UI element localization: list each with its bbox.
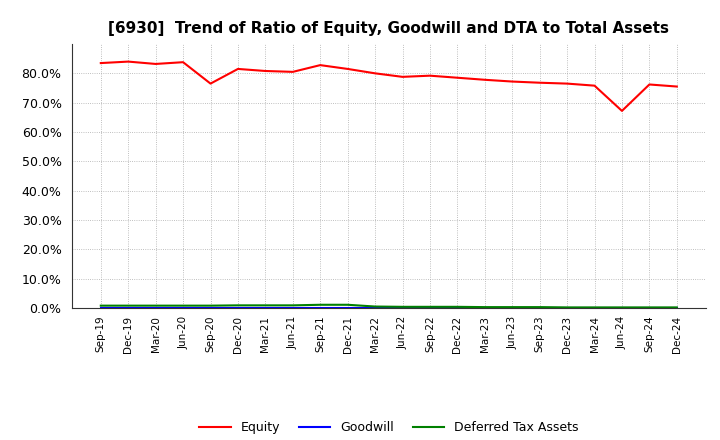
Goodwill bbox=[124, 305, 132, 311]
Goodwill bbox=[508, 305, 516, 311]
Goodwill bbox=[316, 305, 325, 311]
Equity bbox=[96, 60, 105, 66]
Equity bbox=[233, 66, 242, 72]
Equity bbox=[672, 84, 681, 89]
Deferred Tax Assets bbox=[316, 302, 325, 308]
Deferred Tax Assets bbox=[343, 302, 352, 308]
Goodwill bbox=[426, 305, 434, 311]
Deferred Tax Assets bbox=[672, 305, 681, 310]
Equity bbox=[371, 71, 379, 76]
Goodwill bbox=[618, 305, 626, 311]
Equity bbox=[536, 80, 544, 85]
Deferred Tax Assets bbox=[124, 303, 132, 308]
Goodwill bbox=[343, 305, 352, 311]
Goodwill bbox=[480, 305, 489, 311]
Equity bbox=[179, 59, 187, 65]
Line: Equity: Equity bbox=[101, 62, 677, 111]
Deferred Tax Assets bbox=[151, 303, 160, 308]
Equity bbox=[261, 68, 270, 73]
Goodwill bbox=[261, 305, 270, 311]
Line: Deferred Tax Assets: Deferred Tax Assets bbox=[101, 305, 677, 308]
Goodwill bbox=[371, 305, 379, 311]
Equity bbox=[590, 83, 599, 88]
Goodwill bbox=[672, 305, 681, 311]
Equity bbox=[426, 73, 434, 78]
Deferred Tax Assets bbox=[590, 305, 599, 310]
Equity bbox=[398, 74, 407, 80]
Legend: Equity, Goodwill, Deferred Tax Assets: Equity, Goodwill, Deferred Tax Assets bbox=[194, 416, 583, 439]
Deferred Tax Assets bbox=[289, 303, 297, 308]
Deferred Tax Assets bbox=[96, 303, 105, 308]
Deferred Tax Assets bbox=[618, 305, 626, 310]
Equity bbox=[480, 77, 489, 82]
Equity bbox=[508, 79, 516, 84]
Deferred Tax Assets bbox=[261, 303, 270, 308]
Equity bbox=[289, 69, 297, 74]
Goodwill bbox=[453, 305, 462, 311]
Equity bbox=[343, 66, 352, 72]
Goodwill bbox=[179, 305, 187, 311]
Goodwill bbox=[289, 305, 297, 311]
Deferred Tax Assets bbox=[233, 303, 242, 308]
Equity bbox=[151, 61, 160, 66]
Equity bbox=[453, 75, 462, 81]
Deferred Tax Assets bbox=[206, 303, 215, 308]
Equity bbox=[563, 81, 572, 86]
Deferred Tax Assets bbox=[398, 304, 407, 309]
Goodwill bbox=[398, 305, 407, 311]
Goodwill bbox=[536, 305, 544, 311]
Equity bbox=[124, 59, 132, 64]
Goodwill bbox=[151, 305, 160, 311]
Equity bbox=[645, 82, 654, 87]
Equity bbox=[618, 108, 626, 114]
Deferred Tax Assets bbox=[371, 304, 379, 309]
Goodwill bbox=[96, 305, 105, 311]
Deferred Tax Assets bbox=[645, 305, 654, 310]
Equity bbox=[206, 81, 215, 86]
Title: [6930]  Trend of Ratio of Equity, Goodwill and DTA to Total Assets: [6930] Trend of Ratio of Equity, Goodwil… bbox=[108, 21, 670, 36]
Goodwill bbox=[590, 305, 599, 311]
Goodwill bbox=[563, 305, 572, 311]
Deferred Tax Assets bbox=[563, 305, 572, 310]
Deferred Tax Assets bbox=[508, 304, 516, 310]
Equity bbox=[316, 62, 325, 68]
Deferred Tax Assets bbox=[536, 304, 544, 310]
Goodwill bbox=[233, 305, 242, 311]
Deferred Tax Assets bbox=[453, 304, 462, 309]
Goodwill bbox=[206, 305, 215, 311]
Deferred Tax Assets bbox=[426, 304, 434, 309]
Deferred Tax Assets bbox=[179, 303, 187, 308]
Deferred Tax Assets bbox=[480, 304, 489, 310]
Goodwill bbox=[645, 305, 654, 311]
